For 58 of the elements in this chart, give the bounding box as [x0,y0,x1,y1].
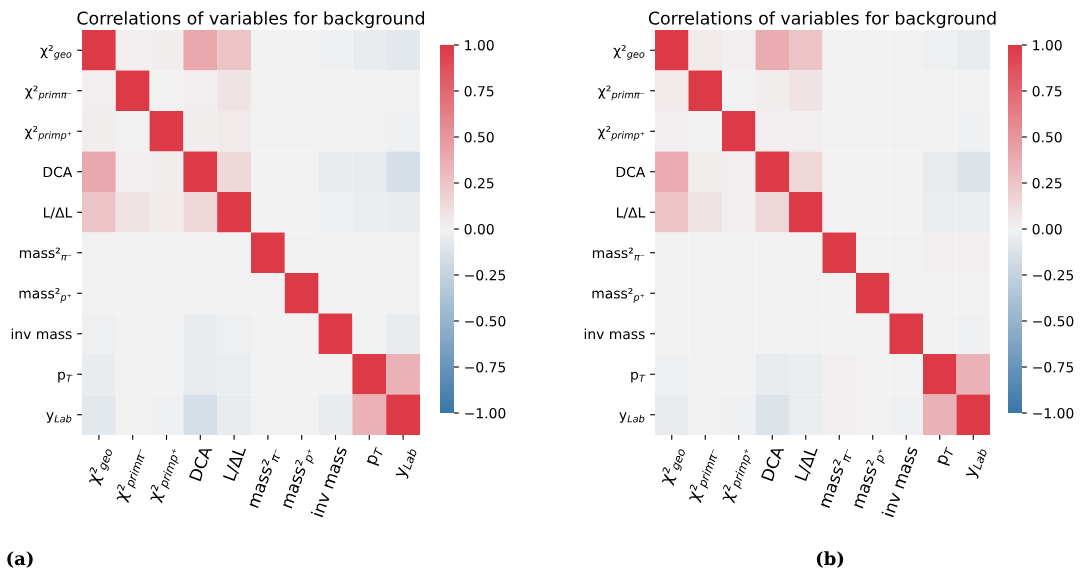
y-tick-label: χ²$_{primπ⁻}$ [25,85,72,101]
x-tick-label: L/ΔL [222,444,248,482]
y-tick-label: inv mass [584,328,645,340]
x-tick-label: mass²$_{π⁻}$ [246,445,283,510]
x-tick-label: DCA [760,444,785,482]
text: (a) [7,551,33,568]
x-tick-label: mass²$_{π⁻}$ [817,445,854,510]
color-bar-label: −0.25 [1033,269,1074,281]
y-tick-label: χ²$_{primp⁺}$ [24,126,72,141]
x-tick-label: χ²$_{primπ⁻}$ [685,445,722,504]
text: (b) [816,551,844,568]
color-bar-label: −1.00 [1033,407,1074,419]
color-bar-label: 0.25 [464,177,494,189]
x-tick-label: y$_{Lab}$ [965,446,988,480]
color-bar-label: −1.00 [465,407,506,419]
color-bar-label: 0.75 [1032,85,1062,97]
color-bar-label: 0.25 [1032,177,1062,189]
color-bar-label: −0.25 [465,269,506,281]
y-tick-label: p$_{T}$ [631,371,646,383]
color-bar-label: 0.00 [1032,223,1062,235]
color-bar-label: −0.75 [1033,361,1074,373]
color-bar-label: −0.50 [465,315,506,327]
x-tick-label: p$_{T}$ [937,445,955,467]
x-tick-label: y$_{Lab}$ [395,446,418,480]
y-tick-label: y$_{Lab}$ [46,412,72,423]
color-bar-label: 0.50 [1032,131,1062,143]
color-bar-label: 1.00 [465,39,494,51]
x-tick-label: L/ΔL [794,444,820,482]
y-tick-label: χ²$_{geo}$ [613,45,645,60]
y-tick-label: χ²$_{primp⁺}$ [597,126,645,141]
chart-title: Correlations of variables for background [77,11,425,29]
color-bar-label: 0.00 [464,223,494,235]
y-tick-label: y$_{Lab}$ [619,412,645,423]
color-bar-label: 0.75 [464,85,494,97]
y-tick-label: L/ΔL [43,207,73,219]
x-tick-label: χ²$_{primπ⁻}$ [113,445,149,504]
y-tick-label: mass²$_{p⁺}$ [592,288,645,303]
y-tick-label: mass²$_{p⁺}$ [19,288,72,303]
y-tick-label: DCA [43,166,73,178]
y-tick-label: inv mass [11,328,72,340]
y-tick-label: mass²$_{π⁻}$ [19,247,72,261]
x-tick-label: χ²$_{primp⁺}$ [719,445,755,505]
x-tick-label: χ²$_{primp⁺}$ [147,445,183,505]
chart-title: Correlations of variables for background [648,11,996,29]
y-tick-label: DCA [616,166,646,178]
color-bar-label: −0.75 [465,361,506,373]
x-tick-label: DCA [188,444,213,482]
y-tick-label: p$_{T}$ [58,371,73,383]
y-tick-label: mass²$_{π⁻}$ [592,247,645,261]
x-tick-label: p$_{T}$ [366,445,385,467]
y-tick-label: χ²$_{primπ⁻}$ [598,85,645,101]
color-bar-label: 0.50 [464,131,494,143]
y-tick-label: χ²$_{geo}$ [40,45,72,60]
x-tick-label: χ²$_{geo}$ [658,445,688,487]
color-bar-label: −0.50 [1033,315,1074,327]
y-tick-label: L/ΔL [616,207,646,219]
x-tick-label: χ²$_{geo}$ [85,445,116,487]
color-bar-label: 1.00 [1033,39,1062,51]
